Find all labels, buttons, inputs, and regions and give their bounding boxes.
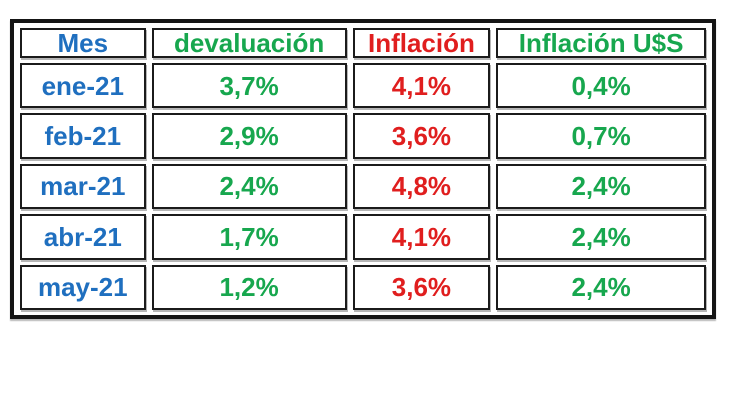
- cell-inflacion-uss: 0,7%: [496, 113, 706, 159]
- table-body: ene-21 3,7% 4,1% 0,4% feb-21 2,9% 3,6% 0…: [20, 63, 706, 310]
- cell-inflacion: 3,6%: [352, 113, 491, 159]
- cell-devaluacion: 3,7%: [151, 63, 347, 109]
- col-header-inflacion-uss: Inflación U$S: [496, 28, 706, 58]
- cell-mes: feb-21: [20, 113, 146, 159]
- col-header-mes: Mes: [20, 28, 146, 58]
- cell-inflacion-uss: 2,4%: [496, 264, 706, 310]
- cell-inflacion-uss: 2,4%: [496, 214, 706, 260]
- cell-mes: abr-21: [20, 214, 146, 260]
- cell-inflacion-uss: 2,4%: [496, 163, 706, 210]
- cell-inflacion-uss: 0,4%: [496, 63, 706, 109]
- table-row: may-21 1,2% 3,6% 2,4%: [20, 264, 706, 310]
- cell-mes: ene-21: [20, 63, 146, 109]
- cell-mes: may-21: [20, 264, 146, 310]
- table-row: feb-21 2,9% 3,6% 0,7%: [20, 113, 706, 159]
- cell-inflacion: 3,6%: [352, 264, 491, 310]
- table-row: ene-21 3,7% 4,1% 0,4%: [20, 63, 706, 109]
- cell-devaluacion: 2,9%: [151, 113, 347, 159]
- cell-mes: mar-21: [20, 163, 146, 210]
- cell-inflacion: 4,1%: [352, 63, 491, 109]
- table-row: mar-21 2,4% 4,8% 2,4%: [20, 163, 706, 210]
- cell-inflacion: 4,1%: [352, 214, 491, 260]
- col-header-devaluacion: devaluación: [151, 28, 347, 58]
- header-row: Mes devaluación Inflación Inflación U$S: [20, 28, 706, 58]
- cell-devaluacion: 2,4%: [151, 163, 347, 210]
- table-row: abr-21 1,7% 4,1% 2,4%: [20, 214, 706, 260]
- cell-devaluacion: 1,7%: [151, 214, 347, 260]
- cell-inflacion: 4,8%: [352, 163, 491, 210]
- col-header-inflacion: Inflación: [352, 28, 491, 58]
- inflation-devaluation-table: Mes devaluación Inflación Inflación U$S …: [10, 19, 716, 319]
- cell-devaluacion: 1,2%: [151, 264, 347, 310]
